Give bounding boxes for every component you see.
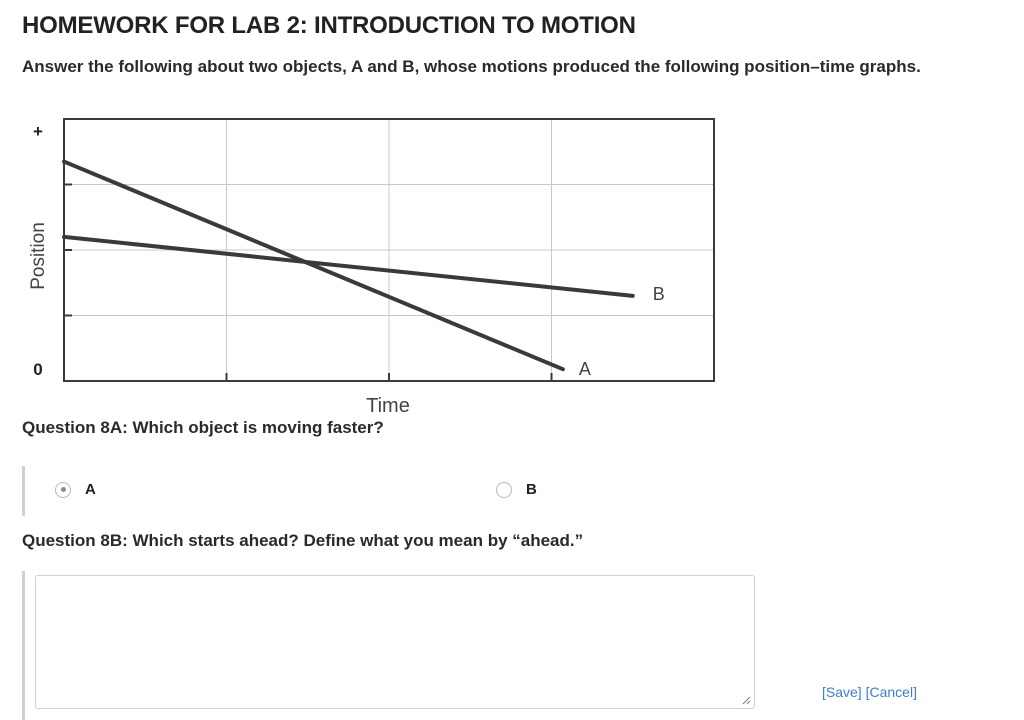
y-axis-zero-label: 0 bbox=[33, 360, 42, 379]
question-intro: Answer the following about two objects, … bbox=[22, 57, 921, 76]
series-line-a bbox=[62, 159, 565, 372]
page-title: HOMEWORK FOR LAB 2: INTRODUCTION TO MOTI… bbox=[22, 12, 636, 39]
graph-grid bbox=[64, 119, 714, 381]
cancel-link[interactable]: [Cancel] bbox=[865, 684, 917, 700]
question-8a-text: Question 8A: Which object is moving fast… bbox=[22, 418, 384, 437]
x-axis-label: Time bbox=[366, 395, 410, 417]
series-label-b: B bbox=[653, 284, 665, 304]
option-b-label: B bbox=[526, 481, 537, 498]
action-links: [Save] [Cancel] bbox=[822, 684, 917, 700]
option-a[interactable]: A bbox=[55, 481, 96, 498]
graph-ticks bbox=[64, 183, 553, 381]
option-b[interactable]: B bbox=[496, 481, 537, 498]
y-axis-label: Position bbox=[28, 222, 49, 290]
graph-svg: + 0 Position Time A B bbox=[28, 118, 715, 417]
radio-selected-dot bbox=[60, 487, 66, 492]
save-link[interactable]: [Save] bbox=[822, 684, 862, 700]
series-label-a: A bbox=[579, 359, 591, 379]
answer-8b-textarea[interactable] bbox=[35, 575, 755, 709]
series-line-b bbox=[62, 234, 635, 298]
answer-indicator-bar bbox=[22, 466, 25, 516]
question-8b-text: Question 8B: Which starts ahead? Define … bbox=[22, 531, 584, 550]
answer-indicator-bar bbox=[22, 571, 25, 720]
radio-a[interactable] bbox=[55, 481, 71, 498]
resize-handle-icon[interactable] bbox=[741, 695, 751, 705]
y-axis-plus-label: + bbox=[33, 122, 43, 141]
option-a-label: A bbox=[85, 481, 96, 498]
position-time-graph: + 0 Position Time A B bbox=[18, 110, 724, 425]
radio-b[interactable] bbox=[496, 481, 512, 498]
